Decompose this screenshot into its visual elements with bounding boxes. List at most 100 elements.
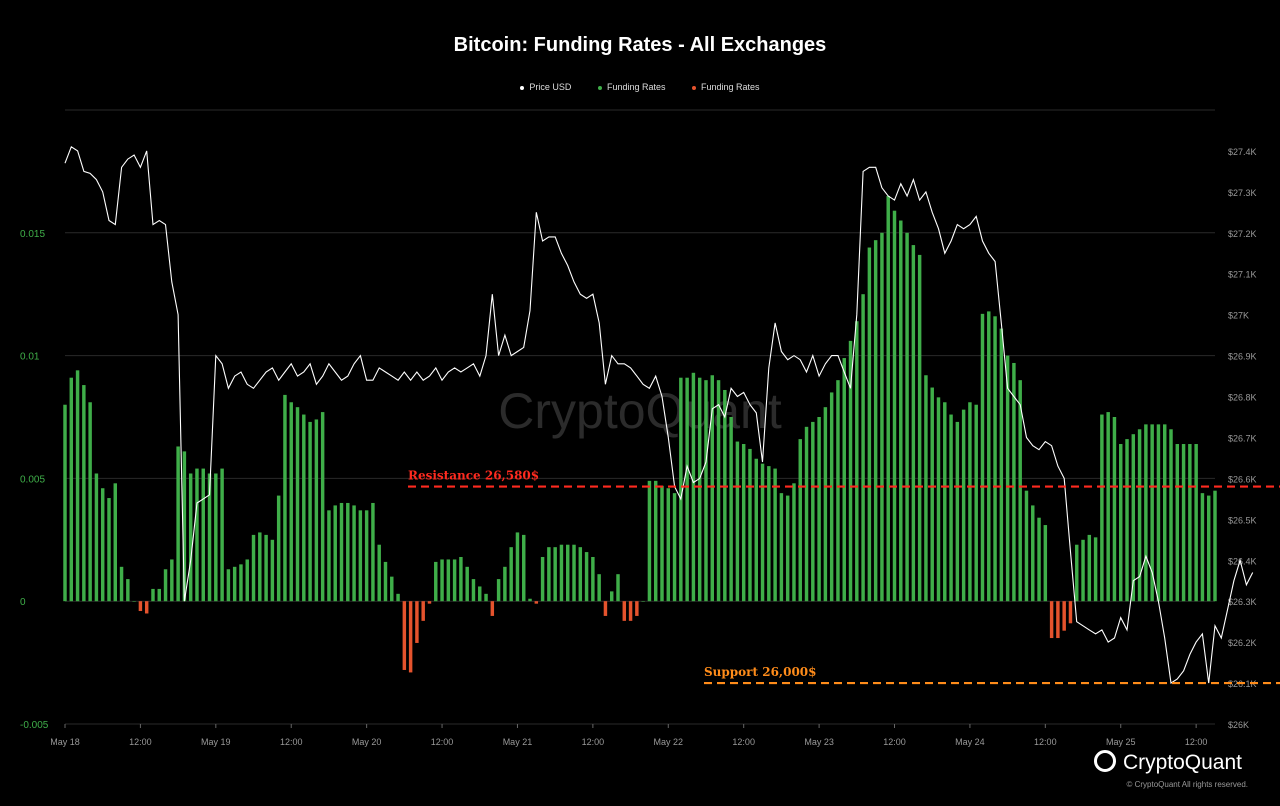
brand-name: CryptoQuant	[1122, 751, 1242, 774]
funding-bar-positive	[1119, 444, 1123, 602]
funding-bar-positive	[735, 441, 740, 602]
funding-bar-positive	[1188, 444, 1192, 602]
funding-bar-positive	[396, 593, 400, 602]
funding-bar-positive	[126, 579, 130, 602]
funding-bar-positive	[484, 593, 488, 602]
funding-bar-positive	[390, 576, 394, 602]
funding-bar-positive	[666, 488, 671, 602]
funding-bar-positive	[1112, 417, 1117, 602]
funding-bar-positive	[1181, 444, 1186, 602]
funding-bar-positive	[609, 591, 614, 602]
funding-bar-positive	[1005, 355, 1010, 602]
funding-bar-positive	[641, 601, 645, 602]
y-left-tick-label: 0	[20, 597, 26, 608]
funding-bar-positive	[226, 569, 231, 602]
funding-bar-positive	[899, 220, 903, 602]
funding-bar-positive	[232, 566, 237, 602]
legend-dot-funding-positive	[597, 85, 602, 90]
funding-bar-positive	[547, 547, 551, 602]
funding-bar-negative	[1062, 601, 1066, 631]
y-right-tick-label: $27K	[1228, 311, 1249, 321]
funding-bar-positive	[1144, 424, 1148, 602]
funding-bar-positive	[572, 544, 576, 602]
y-right-tick-label: $27.4K	[1228, 147, 1257, 157]
funding-bar-positive	[371, 502, 375, 602]
x-tick-label: May 20	[352, 737, 382, 747]
funding-bar-positive	[855, 321, 859, 602]
y-left-tick-label: 0.005	[20, 474, 45, 485]
funding-bar-positive	[1106, 412, 1110, 602]
funding-bar-positive	[201, 468, 205, 602]
funding-bar-positive	[1087, 534, 1092, 602]
funding-bar-positive	[528, 598, 532, 602]
funding-bar-positive	[320, 412, 325, 602]
funding-bar-negative	[1049, 601, 1054, 639]
funding-bar-positive	[352, 505, 356, 602]
funding-bar-positive	[748, 448, 752, 602]
x-tick-label: 12:00	[280, 737, 303, 747]
funding-bar-positive	[616, 574, 620, 602]
funding-bar-positive	[258, 532, 262, 602]
funding-bar-positive	[1093, 537, 1098, 602]
legend: Price USD Funding Rates Funding Rates	[0, 82, 1280, 92]
brand-logo: CryptoQuant	[1093, 750, 1242, 775]
funding-bar-positive	[188, 473, 193, 602]
funding-bar-positive	[741, 444, 746, 602]
funding-bar-positive	[1018, 380, 1022, 602]
legend-dot-price	[520, 85, 525, 90]
funding-bar-positive	[327, 510, 331, 602]
x-tick-label: May 25	[1106, 737, 1136, 747]
funding-bar-positive	[163, 569, 168, 602]
y-right-tick-label: $26.5K	[1228, 515, 1257, 525]
funding-bar-positive	[1213, 490, 1217, 602]
funding-bar-positive	[930, 387, 934, 602]
funding-bar-positive	[276, 495, 281, 602]
legend-item-funding-positive[interactable]: Funding Rates	[597, 82, 666, 92]
legend-item-price[interactable]: Price USD	[520, 82, 571, 92]
funding-bar-positive	[943, 402, 947, 602]
funding-bar-negative	[1068, 601, 1073, 624]
funding-bar-positive	[509, 547, 513, 602]
legend-item-funding-negative[interactable]: Funding Rates	[692, 82, 760, 92]
x-tick-label: 12:00	[732, 737, 755, 747]
y-right-tick-label: $26.7K	[1228, 433, 1257, 443]
funding-bar-positive	[264, 534, 268, 602]
x-tick-label: May 21	[503, 737, 533, 747]
funding-bar-positive	[540, 556, 545, 602]
funding-bar-positive	[823, 407, 828, 602]
funding-bar-positive	[157, 588, 161, 602]
funding-bar-positive	[672, 493, 677, 602]
funding-bar-positive	[302, 414, 306, 602]
funding-bar-positive	[754, 458, 758, 602]
funding-bar-positive	[905, 232, 909, 602]
funding-bar-positive	[452, 559, 457, 602]
funding-bar-positive	[760, 463, 765, 602]
funding-bar-positive	[817, 417, 821, 602]
funding-bar-positive	[892, 210, 897, 602]
x-tick-label: May 22	[654, 737, 684, 747]
funding-bar-negative	[603, 601, 608, 616]
annotation-label: Resistance 26,580$	[408, 469, 539, 483]
funding-bar-positive	[220, 468, 224, 602]
funding-bar-positive	[1075, 544, 1079, 602]
y-right-tick-label: $26.9K	[1228, 352, 1257, 362]
funding-bar-positive	[584, 552, 589, 602]
funding-bar-negative	[402, 601, 407, 670]
funding-bar-positive	[704, 380, 708, 602]
funding-bar-positive	[239, 564, 243, 602]
funding-bar-positive	[785, 495, 790, 602]
funding-bar-positive	[63, 404, 67, 602]
funding-bar-positive	[308, 421, 312, 602]
funding-bar-positive	[459, 556, 463, 602]
funding-bar-positive	[434, 561, 438, 602]
funding-bar-positive	[867, 247, 872, 602]
funding-bar-positive	[716, 380, 721, 602]
funding-bar-positive	[968, 402, 972, 602]
funding-bar-positive	[170, 559, 174, 602]
funding-bar-positive	[113, 483, 118, 602]
x-tick-label: 12:00	[129, 737, 152, 747]
funding-bar-positive	[119, 566, 124, 602]
funding-bar-positive	[861, 294, 865, 602]
funding-bar-positive	[804, 426, 809, 602]
funding-bar-positive	[1012, 362, 1016, 602]
